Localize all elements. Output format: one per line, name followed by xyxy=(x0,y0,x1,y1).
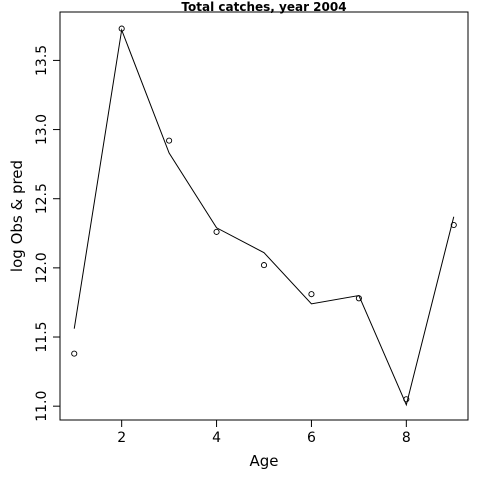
x-axis-label: Age xyxy=(249,452,278,470)
y-tick-label: 12.5 xyxy=(34,183,50,214)
observed-point xyxy=(166,137,173,144)
chart-title: Total catches, year 2004 xyxy=(181,0,346,14)
x-tick-label: 6 xyxy=(307,430,316,446)
observed-point xyxy=(260,262,268,269)
observed-point xyxy=(308,291,315,298)
x-axis: 2 4 6 8 xyxy=(117,419,411,446)
y-tick-label: 13.5 xyxy=(34,45,50,76)
y-axis-label: log Obs & pred xyxy=(8,160,26,272)
y-tick-label: 11.5 xyxy=(34,321,50,352)
observed-point xyxy=(213,228,220,235)
y-tick-label: 12.0 xyxy=(34,252,50,283)
predicted-line xyxy=(73,28,455,407)
y-tick-label: 11.0 xyxy=(34,391,50,422)
x-tick-label: 4 xyxy=(212,430,221,446)
y-axis: 11.0 11.5 12.0 12.5 13.0 13.5 xyxy=(34,45,61,422)
x-tick-label: 8 xyxy=(402,430,411,446)
observed-point xyxy=(71,350,78,357)
y-tick-label: 13.0 xyxy=(34,114,50,145)
plot-frame xyxy=(59,11,469,421)
series-layer xyxy=(71,25,457,407)
x-tick-label: 2 xyxy=(117,430,126,446)
